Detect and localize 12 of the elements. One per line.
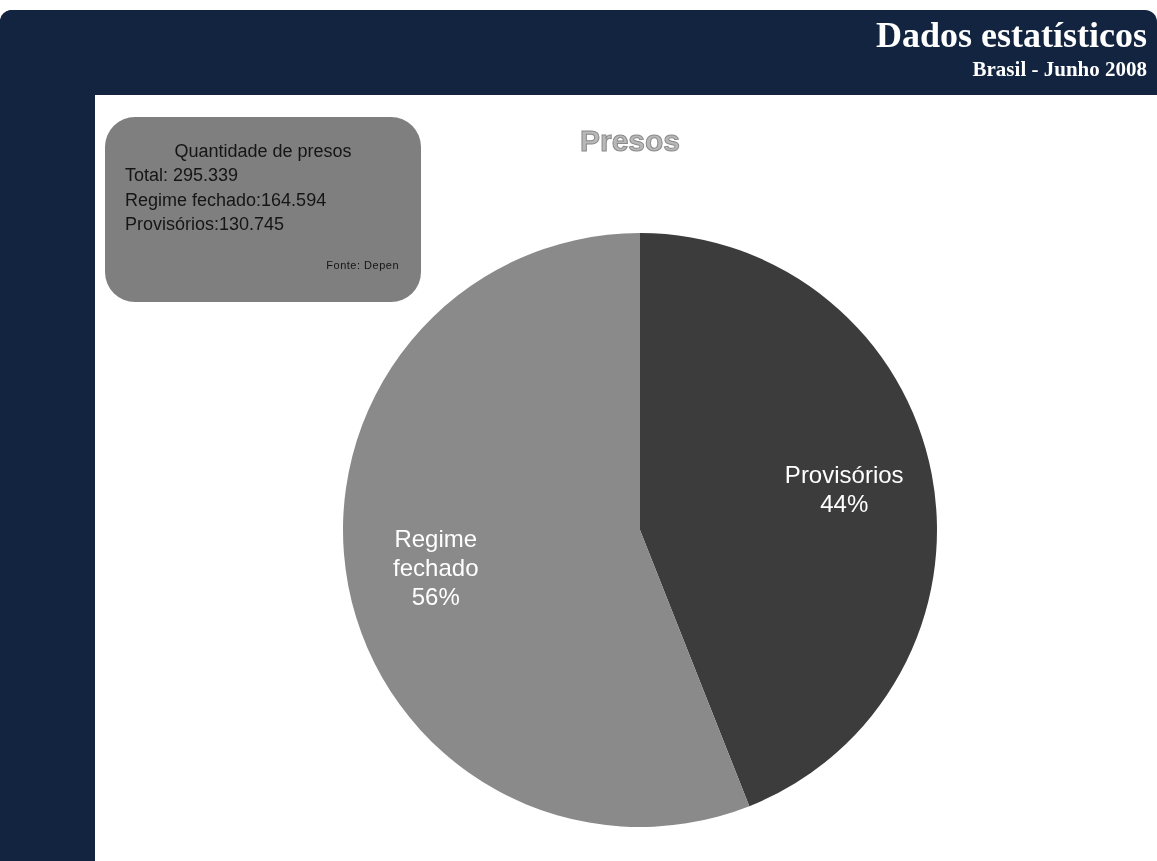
source-note: Fonte: Depen <box>325 258 400 271</box>
text: Dados estatísticos <box>876 14 1147 56</box>
data-label: 56% <box>411 582 460 610</box>
data-label: 44% <box>820 490 869 518</box>
text: Total: 295.339 <box>124 164 240 187</box>
text: Quantidade de presos <box>173 140 353 163</box>
text: Brasil - Junho 2008 <box>971 56 1147 82</box>
text: Provisórios:130.745 <box>124 213 286 236</box>
text: Regime fechado:164.594 <box>124 188 328 212</box>
slice-label: Regime fechado <box>393 524 479 581</box>
text: Presos <box>579 124 681 158</box>
slice-label: Provisórios <box>784 461 904 489</box>
